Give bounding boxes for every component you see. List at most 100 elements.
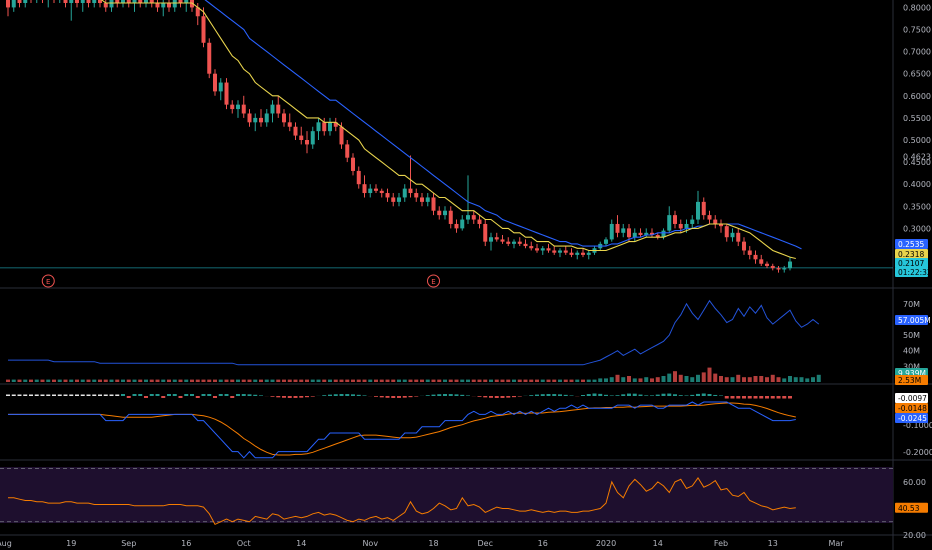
candle[interactable] — [724, 223, 729, 242]
volume-bar[interactable] — [713, 373, 718, 382]
volume-bar[interactable] — [310, 379, 315, 382]
volume-bar[interactable] — [719, 376, 723, 382]
candle[interactable] — [448, 206, 453, 229]
candle[interactable] — [236, 100, 240, 118]
volume-bar[interactable] — [402, 379, 407, 382]
candle[interactable] — [558, 248, 562, 258]
volume-bar[interactable] — [11, 379, 16, 382]
volume-bar[interactable] — [161, 379, 166, 382]
candle[interactable] — [35, 0, 39, 3]
candle[interactable] — [742, 237, 746, 255]
volume-bar[interactable] — [345, 379, 350, 382]
volume-bar[interactable] — [379, 379, 384, 382]
volume-bar[interactable] — [615, 374, 620, 382]
candle[interactable] — [247, 109, 252, 127]
candle[interactable] — [483, 219, 488, 247]
volume-bar[interactable] — [638, 378, 643, 382]
volume-bar[interactable] — [644, 377, 649, 382]
volume-bar[interactable] — [46, 379, 51, 382]
candle[interactable] — [149, 0, 154, 8]
candle[interactable] — [627, 223, 631, 242]
candle[interactable] — [443, 206, 447, 220]
candle[interactable] — [305, 131, 309, 154]
candle[interactable] — [655, 232, 660, 240]
volume-bar[interactable] — [132, 379, 137, 382]
candle[interactable] — [747, 246, 752, 260]
candle[interactable] — [345, 140, 350, 163]
candle[interactable] — [736, 228, 741, 247]
candle[interactable] — [569, 248, 574, 258]
candle[interactable] — [494, 232, 499, 242]
volume-bar[interactable] — [264, 379, 269, 382]
volume-bar[interactable] — [477, 379, 482, 382]
candle[interactable] — [575, 250, 580, 260]
candle[interactable] — [103, 0, 108, 12]
volume-bar[interactable] — [776, 377, 781, 382]
volume-bar[interactable] — [724, 377, 729, 382]
candle[interactable] — [351, 153, 355, 176]
candle[interactable] — [362, 175, 367, 198]
candle[interactable] — [46, 0, 50, 8]
candle[interactable] — [98, 0, 102, 8]
candle[interactable] — [466, 175, 470, 224]
candle[interactable] — [782, 265, 787, 273]
candle[interactable] — [293, 122, 298, 140]
volume-bar[interactable] — [523, 379, 528, 382]
volume-bar[interactable] — [299, 379, 304, 382]
candle[interactable] — [41, 0, 45, 3]
volume-bar[interactable] — [466, 379, 470, 382]
volume-bar[interactable] — [351, 379, 355, 382]
volume-bar[interactable] — [805, 378, 810, 382]
candle[interactable] — [299, 126, 304, 145]
candle[interactable] — [615, 215, 620, 238]
candle[interactable] — [385, 188, 390, 202]
candle[interactable] — [75, 0, 79, 8]
candle[interactable] — [333, 117, 338, 132]
volume-bar[interactable] — [598, 378, 603, 382]
candle[interactable] — [540, 246, 545, 255]
volume-bar[interactable] — [270, 379, 275, 382]
volume-bar[interactable] — [684, 376, 689, 382]
volume-bar[interactable] — [172, 379, 177, 382]
candle[interactable] — [92, 0, 97, 8]
volume-bar[interactable] — [494, 379, 499, 382]
volume-bar[interactable] — [569, 379, 574, 382]
volume-bar[interactable] — [397, 379, 401, 382]
candle[interactable] — [690, 215, 695, 229]
volume-bar[interactable] — [149, 379, 154, 382]
candle[interactable] — [437, 206, 442, 220]
volume-bar[interactable] — [448, 379, 453, 382]
volume-bar[interactable] — [184, 379, 189, 382]
candle[interactable] — [23, 0, 28, 8]
candle[interactable] — [253, 113, 258, 132]
volume-bar[interactable] — [69, 379, 74, 382]
volume-bar[interactable] — [701, 372, 706, 382]
volume-bar[interactable] — [454, 379, 459, 382]
volume-bar[interactable] — [443, 379, 447, 382]
candle[interactable] — [552, 246, 557, 255]
volume-bar[interactable] — [178, 379, 183, 382]
candle[interactable] — [586, 250, 591, 260]
candle[interactable] — [609, 219, 614, 242]
volume-bar[interactable] — [115, 379, 120, 382]
candle[interactable] — [391, 193, 396, 207]
volume-bar[interactable] — [385, 379, 390, 382]
volume-bar[interactable] — [471, 379, 476, 382]
volume-bar[interactable] — [362, 379, 367, 382]
volume-bar[interactable] — [316, 379, 321, 382]
candle[interactable] — [719, 219, 723, 233]
volume-bar[interactable] — [632, 378, 637, 382]
candle[interactable] — [201, 7, 206, 48]
volume-bar[interactable] — [103, 379, 108, 382]
volume-bar[interactable] — [236, 379, 240, 382]
candle[interactable] — [506, 237, 511, 247]
candle[interactable] — [529, 241, 534, 251]
volume-bar[interactable] — [678, 374, 683, 382]
candle[interactable] — [604, 237, 608, 247]
volume-bar[interactable] — [414, 379, 419, 382]
volume-bar[interactable] — [6, 379, 10, 382]
candle[interactable] — [207, 38, 212, 79]
volume-bar[interactable] — [138, 379, 143, 382]
candle[interactable] — [276, 95, 281, 118]
volume-bar[interactable] — [322, 379, 327, 382]
